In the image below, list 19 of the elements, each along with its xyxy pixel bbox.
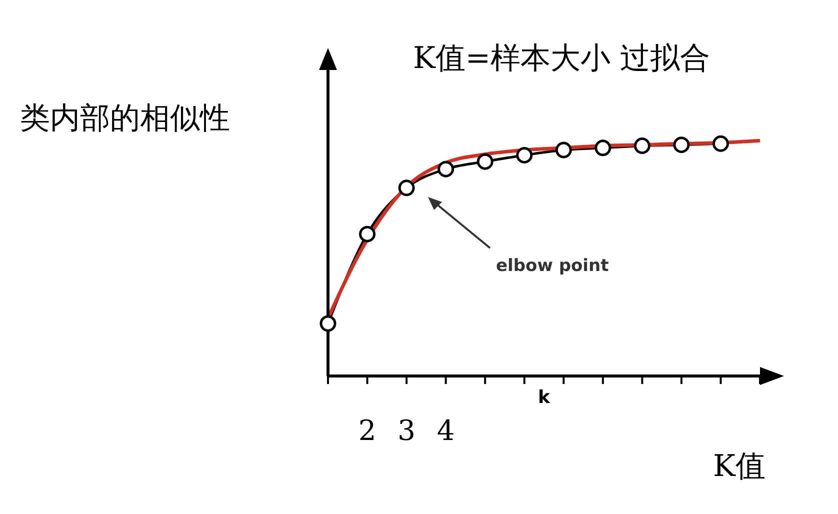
y-axis-title: 类内部的相似性 [20, 100, 230, 138]
point [476, 153, 494, 170]
x-axis-title: k [538, 386, 552, 408]
point [712, 135, 729, 152]
point [398, 180, 415, 196]
point [320, 315, 336, 332]
x-tick-label: 3 [398, 414, 416, 447]
point [516, 146, 533, 164]
point [555, 142, 572, 158]
x-tick-label: 2 [358, 414, 376, 447]
text: K值 [713, 448, 766, 486]
point [359, 226, 376, 242]
text: K值=样本大小 过拟合 [413, 40, 710, 78]
point [673, 136, 690, 154]
x-tick-label: 4 [436, 414, 455, 447]
point [634, 138, 650, 154]
point [438, 160, 454, 178]
annotation: elbow point [496, 256, 609, 276]
point [594, 140, 612, 156]
